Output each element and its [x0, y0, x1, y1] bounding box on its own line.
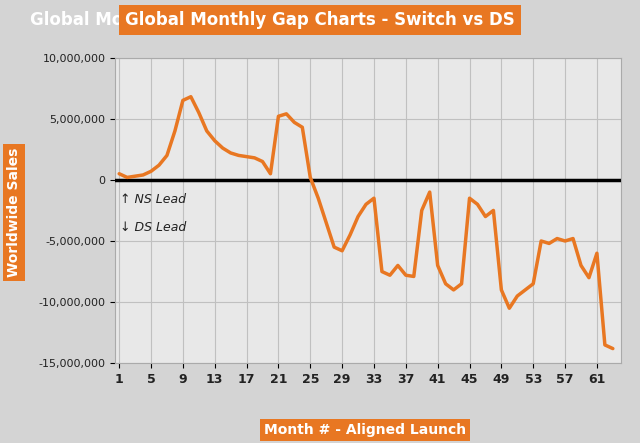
Text: ↓ DS Lead: ↓ DS Lead [120, 221, 186, 234]
Text: Worldwide Sales: Worldwide Sales [7, 148, 21, 277]
Text: Global Monthly Gap Charts - Switch: Global Monthly Gap Charts - Switch [31, 11, 368, 29]
Text: ↑ NS Lead: ↑ NS Lead [120, 193, 186, 206]
Text: Global Monthly Gap Charts - Switch vs DS: Global Monthly Gap Charts - Switch vs DS [125, 11, 515, 29]
Text: Month # - Aligned Launch: Month # - Aligned Launch [264, 423, 466, 437]
